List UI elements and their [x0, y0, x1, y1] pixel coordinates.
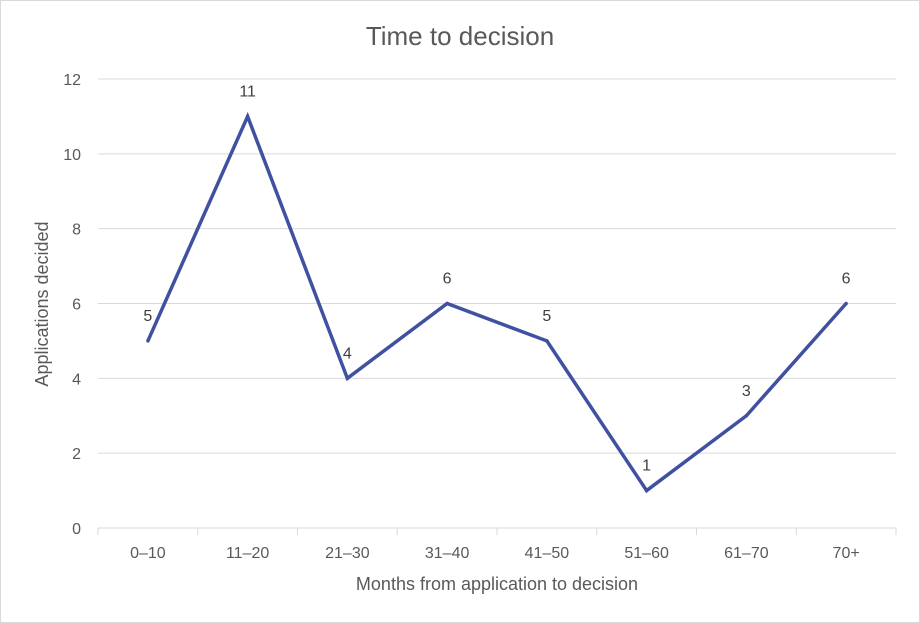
- data-point: [844, 301, 848, 306]
- data-point: [644, 488, 649, 493]
- x-tick-label: 11–20: [226, 545, 269, 562]
- data-label: 5: [143, 308, 152, 325]
- data-label: 6: [443, 271, 452, 288]
- y-tick-label: 6: [72, 297, 81, 314]
- series-group: [146, 111, 848, 494]
- x-tick-label: 21–30: [325, 545, 370, 562]
- y-tick-label: 4: [72, 371, 81, 388]
- series-line: [146, 111, 848, 494]
- data-point: [245, 114, 250, 119]
- x-tick-label: 70+: [833, 545, 860, 562]
- x-tick-label: 0–10: [130, 545, 166, 562]
- data-point: [345, 376, 350, 381]
- data-label: 4: [343, 345, 352, 362]
- data-label: 1: [642, 458, 651, 475]
- data-labels: 5 11 4 6 5 1 3 6: [143, 83, 850, 474]
- y-axis: 0 2 4 6 8 10 12: [63, 72, 81, 538]
- chart-title: Time to decision: [366, 21, 554, 51]
- x-tick-label: 41–50: [525, 545, 570, 562]
- y-tick-label: 0: [72, 521, 81, 538]
- data-point: [146, 339, 150, 343]
- y-tick-label: 10: [63, 147, 81, 164]
- y-tick-label: 12: [63, 72, 81, 89]
- data-label: 5: [542, 308, 551, 325]
- x-tick-label: 61–70: [724, 545, 769, 562]
- x-axis-title: Months from application to decision: [356, 574, 638, 594]
- data-label: 3: [742, 383, 751, 400]
- x-tick-label: 31–40: [425, 545, 470, 562]
- data-label: 11: [239, 83, 256, 100]
- data-point: [744, 414, 749, 418]
- data-point: [545, 339, 549, 343]
- y-axis-title: Applications decided: [32, 221, 52, 386]
- y-tick-label: 2: [72, 446, 81, 463]
- x-axis: 0–10 11–20 21–30 31–40 41–50 51–60 61–70 70+: [97, 527, 897, 562]
- x-tick-label: 51–60: [624, 545, 669, 562]
- y-tick-label: 8: [72, 222, 81, 239]
- data-label: 6: [842, 271, 851, 288]
- data-point: [445, 301, 449, 306]
- gridlines: [98, 78, 896, 454]
